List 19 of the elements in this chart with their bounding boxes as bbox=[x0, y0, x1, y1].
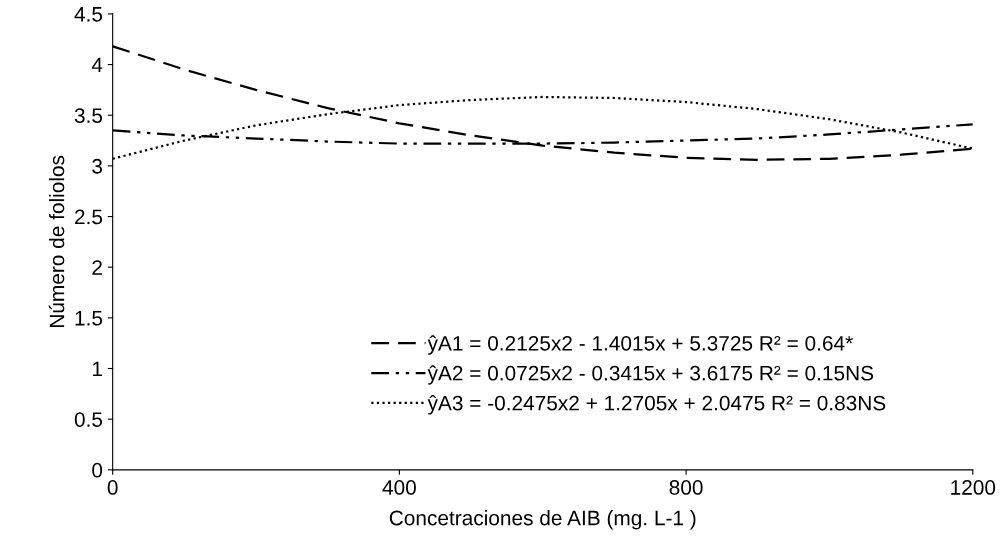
y-tick-label: 4 bbox=[91, 57, 103, 73]
y-tick-label: 0.5 bbox=[74, 412, 103, 427]
y-tick-label: 0 bbox=[92, 462, 103, 478]
y-axis-title: Número de foliolos bbox=[48, 155, 65, 327]
x-tick-label: 0 bbox=[107, 480, 118, 495]
x-axis-title: Concetraciones de AIB (mg. L-1 ) bbox=[389, 510, 696, 530]
y-tick-label: 1 bbox=[92, 361, 102, 377]
legend-label: ŷA1 = 0.2125x2 - 1.4015x + 5.3725 R² = 0.64* bbox=[427, 335, 853, 355]
y-tick-label: 2 bbox=[92, 260, 102, 275]
x-tick-label: 400 bbox=[382, 480, 416, 495]
y-tick-label: 4.5 bbox=[74, 7, 103, 22]
x-tick-label: 1200 bbox=[951, 480, 996, 495]
y-tick-label: 3.5 bbox=[74, 108, 103, 123]
y-tick-label: 3 bbox=[92, 158, 103, 174]
legend-label: ŷA2 = 0.0725x2 - 0.3415x + 3.6175 R² = 0.15NS bbox=[427, 365, 874, 385]
legend-label: ŷA3 = -0.2475x2 + 1.2705x + 2.0475 R² = 0.83NS bbox=[427, 395, 886, 415]
y-tick-label: 2.5 bbox=[75, 209, 103, 225]
x-tick-label: 800 bbox=[669, 480, 703, 495]
y-tick-label: 1.5 bbox=[75, 311, 103, 326]
